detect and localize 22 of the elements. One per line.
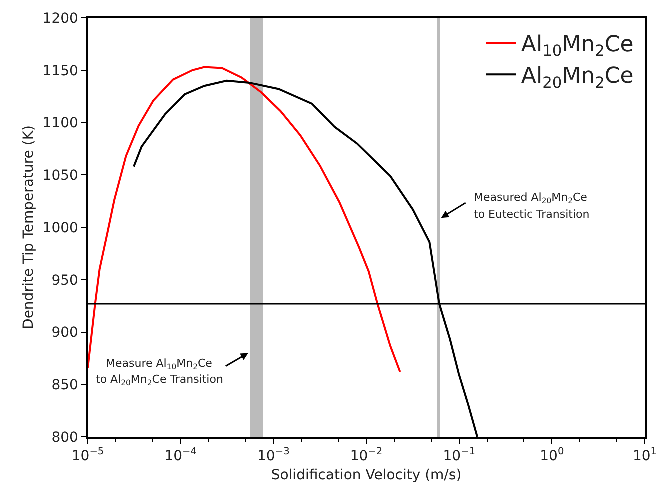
legend-label: Al$_{20}$Mn$_{2}$Ce [521,64,634,92]
x-tick-label: 10$^{−4}$ [164,446,197,465]
x-tick-label: 10$^{−2}$ [350,446,383,465]
y-tick-label: 1200 [42,10,78,27]
x-tick-label: 10$^{0}$ [540,446,564,465]
x-tick-label: 10$^{−3}$ [258,446,290,465]
x-tick-label: 10$^{−1}$ [443,446,476,465]
x-tick-label: 10$^{−5}$ [72,446,104,465]
y-tick-label: 850 [52,378,78,394]
y-tick-label: 950 [52,272,78,289]
y-tick-label: 1000 [42,220,78,236]
x-axis-title: Solidification Velocity (m/s) [271,467,462,484]
text: Measure Al$_{10}$Mn$_{2}$Ce to Al$_{20}$Mn$_{2}$Ce Transition [96,357,224,388]
annotation: Measured Al$_{20}$Mn$_{2}$Ce to Eutectic Transition [474,191,590,221]
y-axis-title: Dendrite Tip Temperature (K) [20,126,37,330]
y-tick-label: 900 [52,325,78,342]
y-tick-label: 1050 [42,168,78,184]
legend-label: Al$_{10}$Mn$_{2}$Ce [521,32,634,60]
y-tick-label: 1150 [42,63,78,80]
y-tick-label: 1100 [42,116,78,132]
y-tick-label: 800 [52,430,78,446]
x-tick-label: 10$^{1}$ [632,446,658,465]
